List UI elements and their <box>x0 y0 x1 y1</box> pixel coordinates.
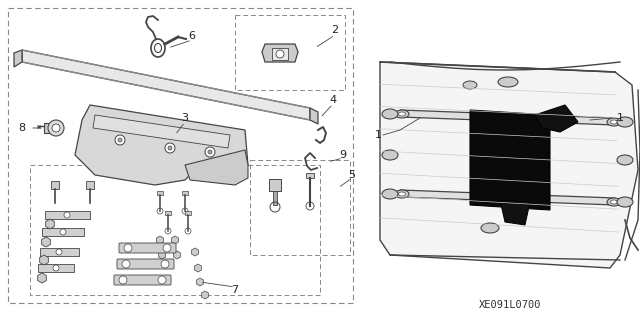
Text: 4: 4 <box>330 95 337 105</box>
Bar <box>45 211 90 219</box>
Bar <box>182 191 188 195</box>
Polygon shape <box>535 105 578 132</box>
Text: 6: 6 <box>189 31 195 41</box>
Ellipse shape <box>481 223 499 233</box>
Bar <box>370 0 640 319</box>
Bar <box>86 181 94 189</box>
Ellipse shape <box>617 155 633 165</box>
Text: 2: 2 <box>332 25 339 35</box>
Bar <box>272 48 288 60</box>
Text: 1: 1 <box>616 113 623 123</box>
Bar <box>269 179 281 191</box>
Polygon shape <box>380 62 638 268</box>
Bar <box>165 211 171 215</box>
Bar <box>185 211 191 215</box>
Circle shape <box>163 244 171 252</box>
Circle shape <box>165 143 175 153</box>
Ellipse shape <box>617 117 633 127</box>
Ellipse shape <box>382 150 398 160</box>
Text: 9: 9 <box>339 150 347 160</box>
Ellipse shape <box>399 192 406 196</box>
Polygon shape <box>500 200 530 225</box>
Polygon shape <box>75 105 248 185</box>
Polygon shape <box>14 50 22 67</box>
FancyBboxPatch shape <box>117 259 174 269</box>
Text: XE091L0700: XE091L0700 <box>479 300 541 310</box>
FancyBboxPatch shape <box>119 243 176 253</box>
Ellipse shape <box>611 120 618 124</box>
Circle shape <box>53 265 59 271</box>
Circle shape <box>208 150 212 154</box>
Bar <box>157 191 163 195</box>
Bar <box>306 173 314 178</box>
FancyBboxPatch shape <box>114 275 171 285</box>
Ellipse shape <box>399 112 406 116</box>
Ellipse shape <box>498 77 518 87</box>
Text: 7: 7 <box>232 285 239 295</box>
Circle shape <box>119 276 127 284</box>
Bar <box>40 248 79 256</box>
Polygon shape <box>22 50 310 120</box>
Bar <box>235 15 345 90</box>
Circle shape <box>161 260 169 268</box>
Ellipse shape <box>395 110 409 118</box>
Bar <box>30 165 320 295</box>
Ellipse shape <box>382 109 398 119</box>
Ellipse shape <box>395 190 409 198</box>
Text: 8: 8 <box>19 123 26 133</box>
Polygon shape <box>400 190 615 205</box>
Polygon shape <box>262 44 298 62</box>
Circle shape <box>168 146 172 150</box>
Bar <box>250 160 350 255</box>
Ellipse shape <box>382 189 398 199</box>
Circle shape <box>52 124 60 132</box>
Bar <box>51 181 59 189</box>
Bar <box>38 264 74 272</box>
Polygon shape <box>400 110 615 125</box>
Circle shape <box>118 138 122 142</box>
Ellipse shape <box>463 81 477 89</box>
Polygon shape <box>470 110 550 210</box>
Text: 5: 5 <box>349 170 355 180</box>
Circle shape <box>56 249 62 255</box>
Text: 3: 3 <box>182 113 189 123</box>
Ellipse shape <box>617 197 633 207</box>
Bar <box>273 191 277 205</box>
Bar <box>44 123 60 133</box>
Text: 1: 1 <box>374 130 381 140</box>
Circle shape <box>115 135 125 145</box>
Circle shape <box>205 147 215 157</box>
Circle shape <box>48 120 64 136</box>
Circle shape <box>158 276 166 284</box>
Circle shape <box>122 260 130 268</box>
Circle shape <box>276 50 284 58</box>
Bar <box>42 228 84 236</box>
Circle shape <box>124 244 132 252</box>
Polygon shape <box>185 150 248 185</box>
Ellipse shape <box>611 200 618 204</box>
Ellipse shape <box>607 118 621 126</box>
Ellipse shape <box>607 198 621 206</box>
Polygon shape <box>93 115 230 148</box>
Circle shape <box>60 229 66 235</box>
Circle shape <box>64 212 70 218</box>
Bar <box>8 8 353 303</box>
Polygon shape <box>310 108 318 124</box>
